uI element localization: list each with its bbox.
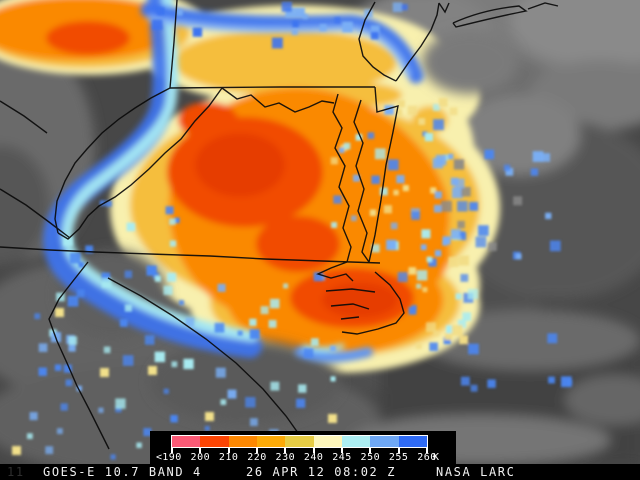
speckle-layer	[12, 1, 573, 460]
legend-tick-label: 210	[218, 452, 239, 463]
status-bar: 11 GOES-E 10.7 BAND 4 26 APR 12 08:02 Z …	[0, 464, 640, 480]
source-label: NASA LARC	[436, 465, 516, 479]
legend-tick	[284, 448, 287, 453]
legend-tick-label: 245	[332, 452, 352, 463]
legend-tick	[227, 448, 230, 453]
legend-color-ramp	[171, 435, 428, 448]
legend-tick-label: 190	[162, 452, 182, 463]
legend-color-segment	[228, 436, 257, 447]
legend-less-than-label: <	[156, 452, 163, 463]
legend-color-segment	[341, 436, 371, 447]
legend-tick	[312, 448, 315, 453]
legend-tick-label: 220	[247, 452, 267, 463]
legend-color-segment	[313, 436, 342, 447]
state-boundaries	[0, 0, 559, 450]
legend-color-segment	[370, 436, 399, 447]
legend-tick-label: 230	[275, 452, 296, 463]
legend-unit-label: K	[433, 452, 440, 463]
temperature-legend: < K 190 200 210 220 230 240 245 250 255 260	[150, 431, 456, 464]
legend-color-segment	[256, 436, 286, 447]
legend-tick-label: 240	[303, 452, 324, 463]
legend-tick	[397, 448, 400, 453]
legend-tick	[171, 448, 173, 453]
legend-tick	[199, 448, 202, 453]
frame-marker: 11	[7, 465, 25, 479]
timestamp-label: 26 APR 12 08:02 Z	[246, 465, 397, 479]
legend-tick-label: 250	[360, 452, 381, 463]
legend-tick-label: 260	[417, 452, 437, 463]
legend-color-segment	[200, 436, 229, 447]
legend-tick-label: 200	[190, 452, 211, 463]
legend-tick	[256, 448, 258, 453]
legend-tick-label: 255	[388, 452, 409, 463]
legend-color-segment	[398, 436, 427, 447]
legend-tick	[341, 448, 343, 453]
product-label: GOES-E 10.7 BAND 4	[43, 465, 202, 479]
legend-tick	[426, 448, 428, 453]
legend-color-segment	[285, 436, 314, 447]
legend-tick	[369, 448, 372, 453]
legend-color-segment	[172, 436, 201, 447]
